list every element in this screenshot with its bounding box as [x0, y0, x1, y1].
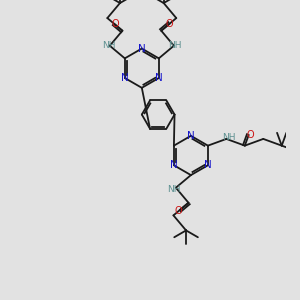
Text: O: O: [175, 206, 182, 217]
Text: O: O: [112, 19, 119, 29]
Text: NH: NH: [102, 41, 115, 50]
Text: O: O: [246, 130, 254, 140]
Text: NH: NH: [167, 184, 180, 194]
Text: N: N: [121, 73, 129, 83]
Text: N: N: [187, 131, 195, 141]
Text: N: N: [204, 160, 212, 170]
Text: NH: NH: [222, 133, 235, 142]
Text: N: N: [155, 73, 163, 83]
Text: NH: NH: [169, 41, 182, 50]
Text: O: O: [166, 19, 173, 29]
Text: N: N: [170, 160, 178, 170]
Text: N: N: [138, 44, 146, 53]
